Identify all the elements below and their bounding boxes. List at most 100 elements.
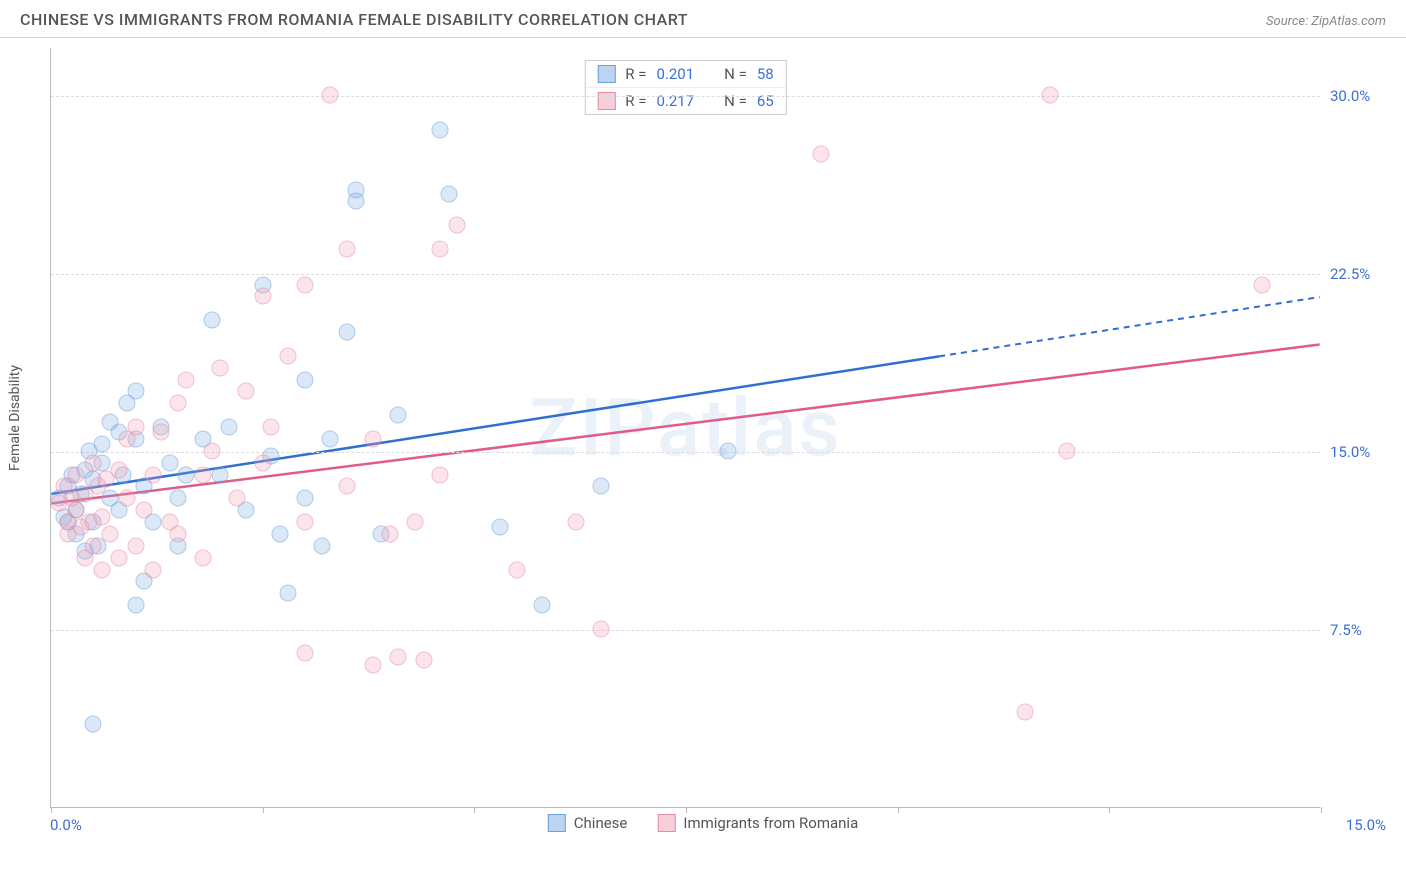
swatch-series2: [657, 814, 675, 832]
trendline-series2: [51, 344, 1319, 503]
data-point: [170, 490, 187, 507]
gridline-h: [51, 96, 1320, 97]
data-point: [127, 419, 144, 436]
data-point: [322, 430, 339, 447]
data-point: [1059, 442, 1076, 459]
data-point: [68, 466, 85, 483]
x-tick: [898, 807, 899, 813]
data-point: [93, 509, 110, 526]
gridline-h: [51, 630, 1320, 631]
data-point: [144, 466, 161, 483]
data-point: [195, 466, 212, 483]
data-point: [508, 561, 525, 578]
data-point: [110, 549, 127, 566]
data-point: [297, 490, 314, 507]
data-point: [347, 181, 364, 198]
data-point: [254, 454, 271, 471]
data-point: [280, 585, 297, 602]
data-point: [280, 347, 297, 364]
data-point: [432, 122, 449, 139]
x-tick: [51, 807, 52, 813]
data-point: [212, 466, 229, 483]
data-point: [593, 478, 610, 495]
data-point: [390, 407, 407, 424]
swatch-series1: [548, 814, 566, 832]
data-point: [85, 715, 102, 732]
data-point: [491, 518, 508, 535]
data-point: [178, 371, 195, 388]
stats-row-series1: R = 0.201 N = 58: [585, 61, 785, 87]
data-point: [254, 288, 271, 305]
data-point: [203, 442, 220, 459]
data-point: [339, 478, 356, 495]
stats-legend-box: R = 0.201 N = 58 R = 0.217 N = 65: [584, 60, 786, 115]
data-point: [85, 537, 102, 554]
x-tick: [263, 807, 264, 813]
data-point: [93, 561, 110, 578]
y-tick-label: 7.5%: [1330, 621, 1390, 639]
data-point: [178, 466, 195, 483]
data-point: [127, 537, 144, 554]
data-point: [220, 419, 237, 436]
data-point: [720, 442, 737, 459]
data-point: [102, 525, 119, 542]
data-point: [93, 435, 110, 452]
data-point: [170, 525, 187, 542]
data-point: [297, 514, 314, 531]
data-point: [212, 359, 229, 376]
y-tick-label: 30.0%: [1330, 87, 1390, 105]
data-point: [813, 145, 830, 162]
data-point: [229, 490, 246, 507]
legend-item-series1: Chinese: [548, 814, 628, 832]
data-point: [322, 86, 339, 103]
data-point: [119, 490, 136, 507]
data-point: [381, 525, 398, 542]
data-point: [110, 461, 127, 478]
data-point: [144, 561, 161, 578]
data-point: [297, 644, 314, 661]
chart-header: CHINESE VS IMMIGRANTS FROM ROMANIA FEMAL…: [0, 0, 1406, 38]
data-point: [271, 525, 288, 542]
data-point: [364, 656, 381, 673]
bottom-legend: Chinese Immigrants from Romania: [548, 814, 858, 832]
data-point: [263, 419, 280, 436]
y-tick-label: 22.5%: [1330, 265, 1390, 283]
plot-area: ZIPatlas R = 0.201 N = 58 R = 0.217 N = …: [50, 48, 1320, 808]
chart-title: CHINESE VS IMMIGRANTS FROM ROMANIA FEMAL…: [20, 10, 688, 29]
data-point: [237, 383, 254, 400]
data-point: [432, 466, 449, 483]
data-point: [170, 395, 187, 412]
x-tick: [1321, 807, 1322, 813]
data-point: [567, 514, 584, 531]
data-point: [534, 597, 551, 614]
data-point: [85, 454, 102, 471]
data-point: [432, 240, 449, 257]
data-point: [161, 454, 178, 471]
data-point: [1253, 276, 1270, 293]
data-point: [593, 620, 610, 637]
data-point: [136, 502, 153, 519]
data-point: [313, 537, 330, 554]
y-tick-label: 15.0%: [1330, 443, 1390, 461]
chart-area: Female Disability ZIPatlas R = 0.201 N =…: [0, 38, 1406, 858]
data-point: [407, 514, 424, 531]
data-point: [364, 430, 381, 447]
trend-lines: [51, 48, 1320, 807]
data-point: [1042, 86, 1059, 103]
data-point: [153, 423, 170, 440]
x-axis-max: 15.0%: [1346, 816, 1386, 834]
trendline-series1-extrapolated: [939, 297, 1319, 356]
data-point: [339, 324, 356, 341]
stats-row-series2: R = 0.217 N = 65: [585, 87, 785, 114]
data-point: [127, 597, 144, 614]
data-point: [1016, 704, 1033, 721]
source-credit: Source: ZipAtlas.com: [1266, 14, 1386, 29]
data-point: [127, 383, 144, 400]
data-point: [415, 651, 432, 668]
x-tick: [1109, 807, 1110, 813]
x-tick: [474, 807, 475, 813]
swatch-series1: [597, 65, 615, 83]
data-point: [390, 649, 407, 666]
data-point: [449, 217, 466, 234]
data-point: [297, 371, 314, 388]
